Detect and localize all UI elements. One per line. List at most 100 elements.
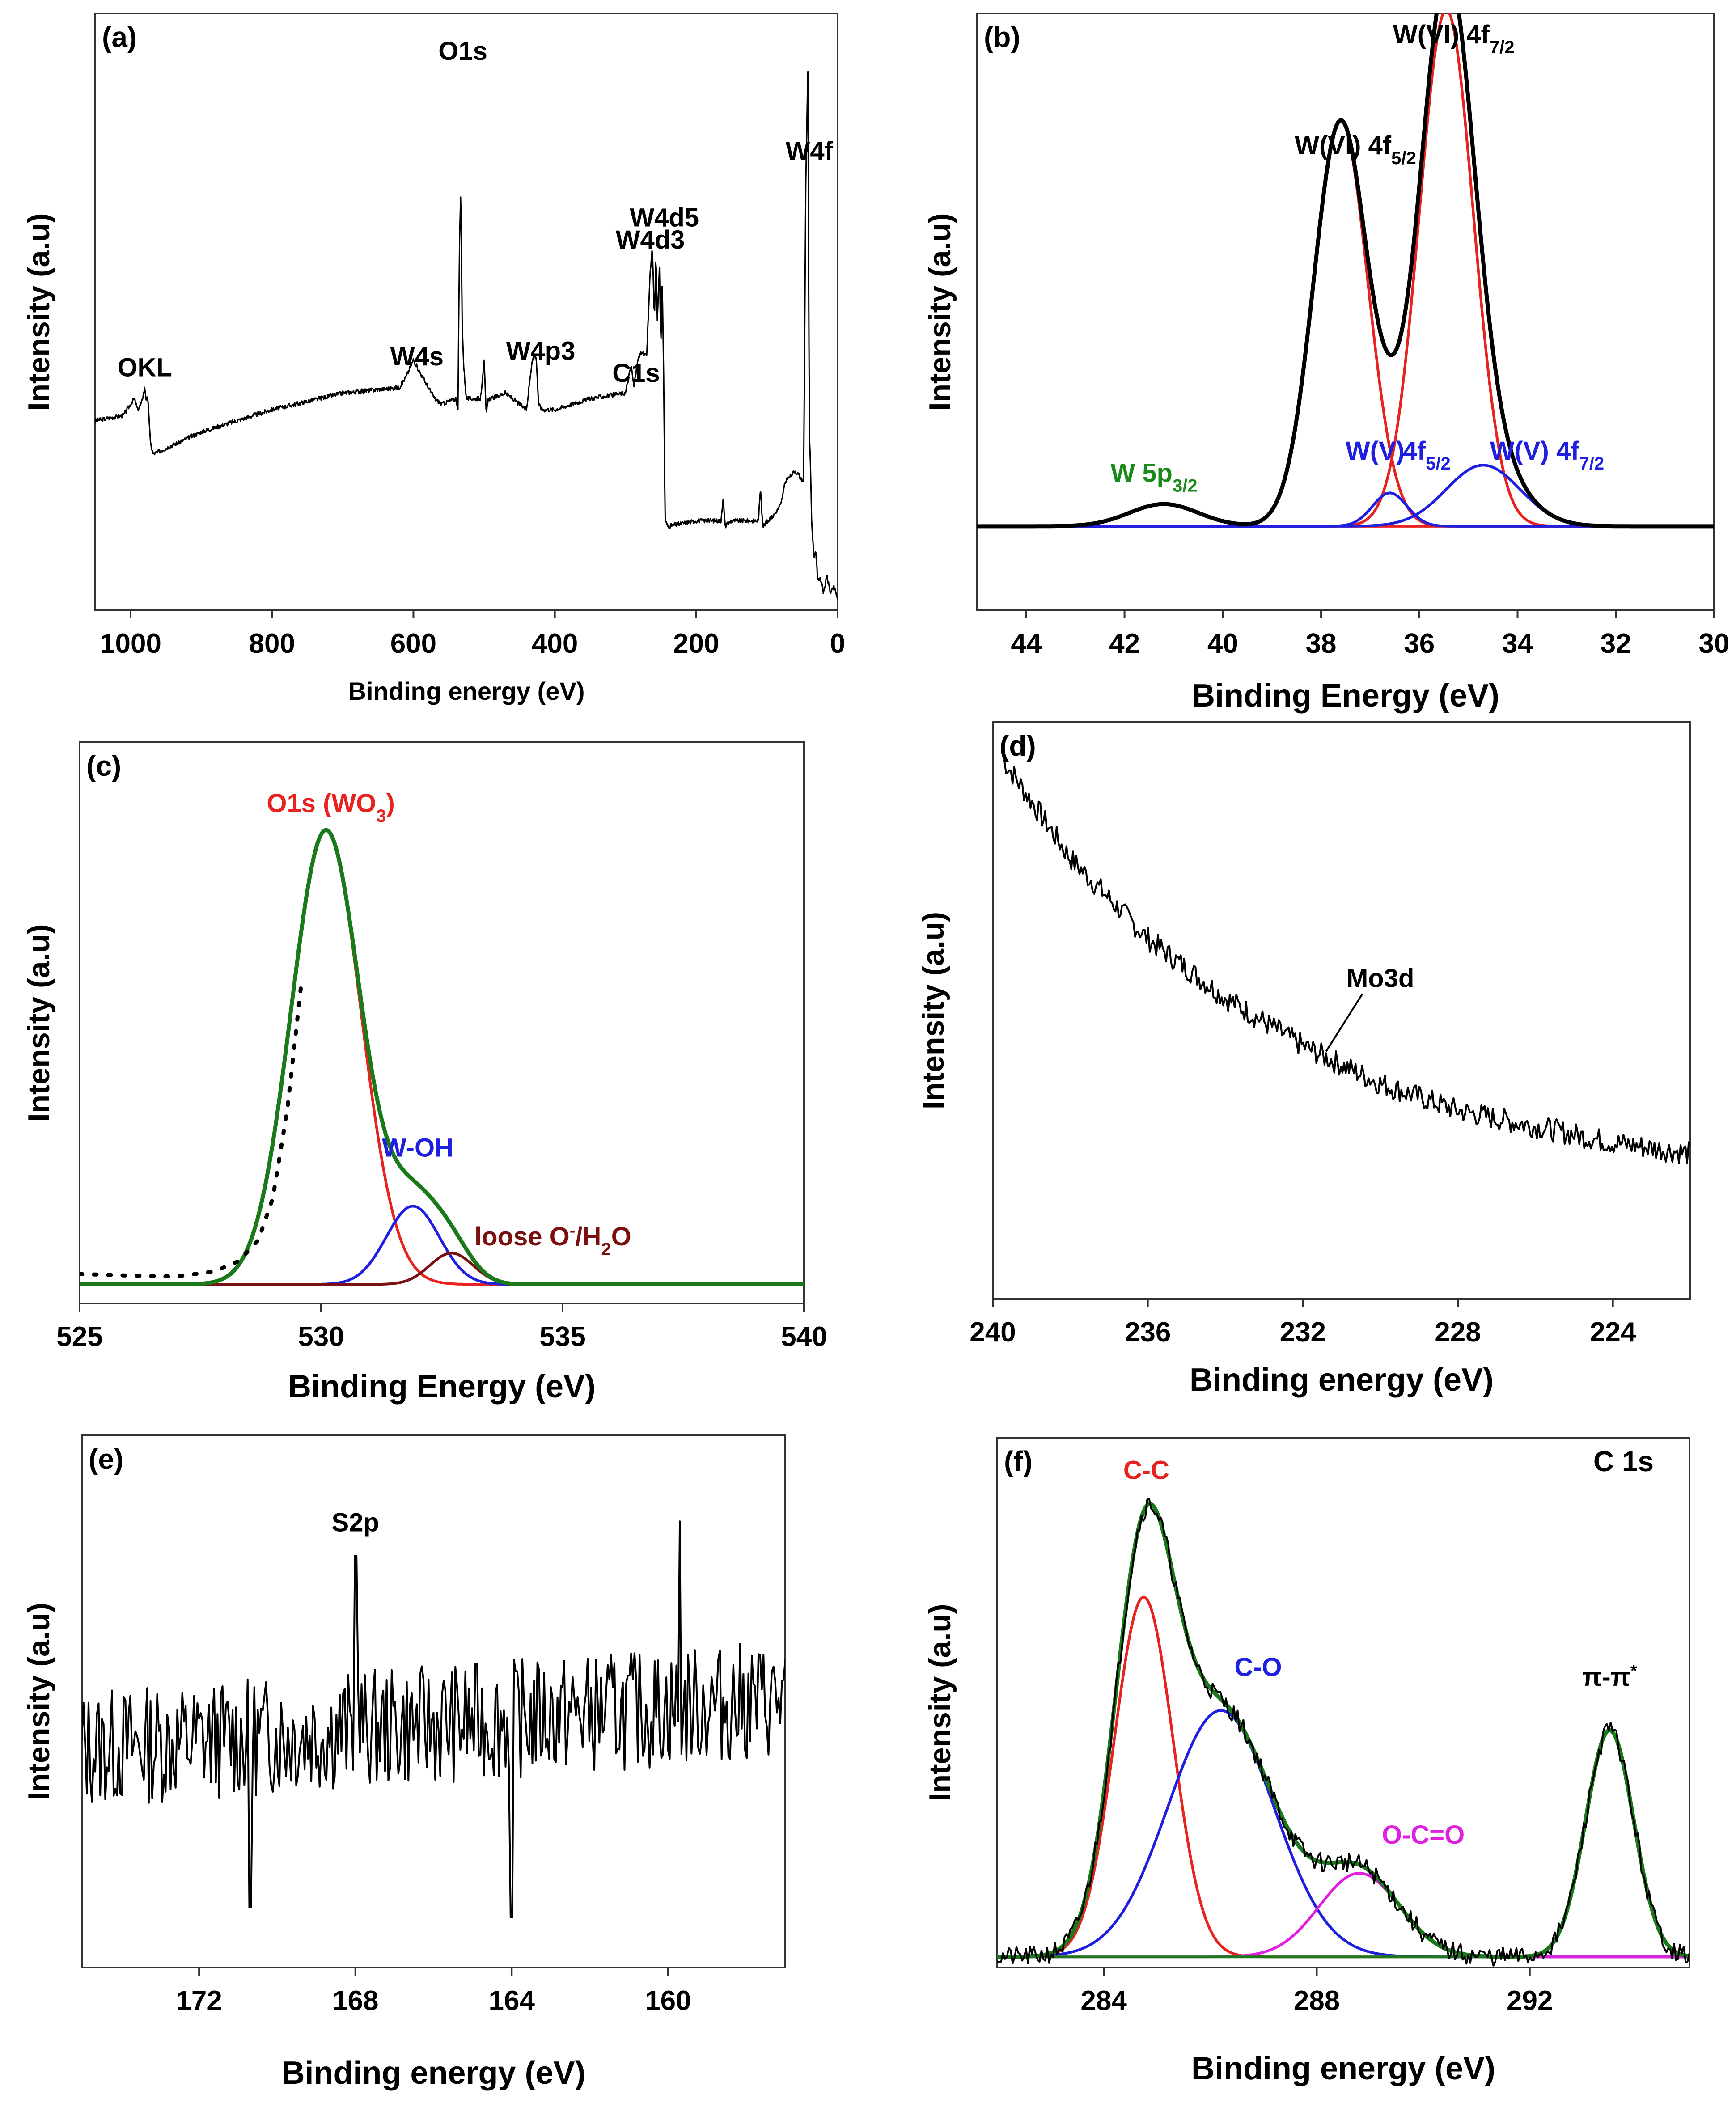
x-tick-label-a-4: 200 [673, 628, 719, 659]
plot-frame-a [94, 13, 838, 611]
y-axis-label-c: Intensity (a.u) [22, 924, 56, 1121]
annotation-a-2: O1s [438, 37, 487, 66]
x-tick-label-b-0: 44 [1011, 628, 1042, 659]
x-tick-label-d-0: 240 [970, 1317, 1016, 1348]
x-axis-label-c: Binding Energy (eV) [288, 1369, 596, 1405]
panel-label-a: (a) [102, 21, 137, 53]
panel-label-f: (f) [1004, 1445, 1033, 1477]
x-tick-label-b-4: 36 [1404, 628, 1435, 659]
annotation-b-4: 4f5/2 [1403, 436, 1451, 474]
panel-d: 240 236 232 228 224 Binding energy (eV) Intens… [916, 721, 1691, 1398]
x-tick-label-f-0: 284 [1080, 1985, 1127, 2016]
x-tick-label-e-3: 160 [645, 1985, 691, 2016]
x-tick-label-e-1: 168 [332, 1985, 378, 2016]
annotation-b-2: W 5p3/2 [1110, 459, 1197, 496]
plot-area-f [997, 1498, 1689, 1967]
series-f-fit [997, 1502, 1689, 1959]
x-tick-label-a-1: 800 [249, 628, 295, 659]
annotation-f-3: π-π* [1582, 1662, 1637, 1692]
panel-label-d: (d) [999, 730, 1036, 762]
series-c-w-oh [80, 1205, 804, 1286]
series-f-o-c-o [997, 1872, 1689, 1959]
x-tick-label-c-0: 525 [56, 1321, 102, 1352]
annotation-f-0: C-C [1123, 1456, 1169, 1485]
series-f-pi-pi- [997, 1729, 1689, 1959]
panel-a: 1000 800 600 400 200 0 Binding energy (eV) Inte… [22, 13, 845, 705]
annotation-c-1: W-OH [382, 1133, 453, 1162]
x-tick-label-b-6: 32 [1601, 628, 1631, 659]
y-axis-label-f: Intensity (a.u) [923, 1604, 957, 1801]
annotation-c-0: O1s (WO3) [267, 789, 395, 826]
series-f-raw [997, 1498, 1689, 1967]
plot-area-a [95, 71, 838, 600]
annotation-a-1: W4s [390, 342, 444, 371]
annotation-f-2: O-C=O [1382, 1820, 1465, 1849]
annotation-b-5: W(V) 4f7/2 [1490, 436, 1604, 474]
x-axis-label-f: Binding energy (eV) [1191, 2051, 1495, 2086]
x-tick-label-c-1: 530 [298, 1321, 344, 1352]
x-tick-label-d-1: 236 [1125, 1317, 1171, 1348]
plot-frame-e [81, 1434, 786, 1968]
plot-frame-b [976, 13, 1715, 611]
x-tick-label-b-1: 42 [1109, 628, 1140, 659]
x-tick-label-c-2: 535 [539, 1321, 585, 1352]
panel-f: 284 288 292 Binding energy (eV) Intensity (a… [923, 1437, 1690, 2086]
y-axis-label-e: Intensity (a.u) [22, 1603, 56, 1800]
x-tick-label-f-2: 292 [1507, 1985, 1553, 2016]
panel-c: 525 530 535 540 Binding Energy (eV) Intensity… [22, 741, 827, 1405]
annotation-b-3: W(V) [1346, 436, 1405, 465]
x-axis-label-b: Binding Energy (eV) [1192, 678, 1499, 714]
annotation-a-7: W4f [786, 136, 834, 165]
annotation-d-0: Mo3d [1346, 964, 1414, 993]
series-c-o1s-wo3- [80, 829, 804, 1286]
panel-b: 44 42 40 38 36 34 32 30 Binding Energy (eV) Inten… [923, 13, 1730, 714]
series-f-c-c [997, 1595, 1689, 1959]
annotation-a-0: OKL [117, 353, 172, 382]
panel-title-f: C 1s [1593, 1445, 1654, 1477]
annotation-a-3: W4p3 [506, 336, 576, 365]
x-tick-label-f-1: 288 [1294, 1985, 1340, 2016]
series-a-survey [95, 71, 838, 600]
plot-area-e [82, 1520, 785, 1918]
x-tick-label-b-5: 34 [1502, 628, 1533, 659]
series-c-loose-o-h2o [80, 1252, 804, 1286]
plot-frame-f [996, 1437, 1690, 1968]
x-tick-label-a-0: 1000 [100, 628, 161, 659]
x-tick-label-a-2: 600 [390, 628, 436, 659]
x-tick-label-d-3: 228 [1435, 1317, 1481, 1348]
y-axis-label-d: Intensity (a.u) [916, 912, 950, 1109]
panel-label-b: (b) [984, 21, 1020, 53]
plot-area-c [80, 828, 804, 1286]
y-axis-label-b: Intensity (a.u) [923, 213, 957, 410]
annotation-arrow-d [1325, 993, 1363, 1052]
series-c-fit [80, 828, 804, 1286]
panel-label-e: (e) [89, 1443, 123, 1475]
x-tick-label-a-5: 0 [830, 628, 845, 659]
series-c-raw [80, 983, 303, 1279]
annotation-c-2: loose O-/H2O [474, 1221, 631, 1259]
series-b-envelope [977, 13, 1714, 529]
plot-area-b [977, 13, 1714, 529]
plot-frame-d [992, 721, 1691, 1300]
x-tick-label-b-7: 30 [1699, 628, 1730, 659]
plot-frame-c [79, 741, 805, 1304]
x-axis-label-a: Binding energy (eV) [348, 677, 585, 705]
series-e-s2p-region [82, 1520, 785, 1918]
series-b-w-v-4f5-2 [977, 491, 1714, 528]
x-axis-label-d: Binding energy (eV) [1190, 1362, 1494, 1398]
annotation-f-1: C-O [1234, 1653, 1282, 1682]
y-axis-label-a: Intensity (a.u) [22, 213, 56, 410]
x-tick-label-e-0: 172 [176, 1985, 222, 2016]
x-tick-label-a-3: 400 [532, 628, 578, 659]
x-tick-label-c-3: 540 [781, 1321, 827, 1352]
panel-e: 172 168 164 160 Binding energy (eV) Intensity… [22, 1434, 786, 2091]
x-tick-label-b-3: 38 [1306, 628, 1337, 659]
x-axis-label-e: Binding energy (eV) [281, 2055, 585, 2091]
x-tick-label-d-4: 224 [1590, 1317, 1636, 1348]
series-d-mo3d-region [1003, 759, 1690, 1164]
annotation-a-6: W4d5 [630, 203, 699, 232]
x-tick-label-b-2: 40 [1207, 628, 1238, 659]
annotation-a-4: C1s [612, 359, 660, 388]
x-tick-label-e-2: 164 [489, 1985, 535, 2016]
